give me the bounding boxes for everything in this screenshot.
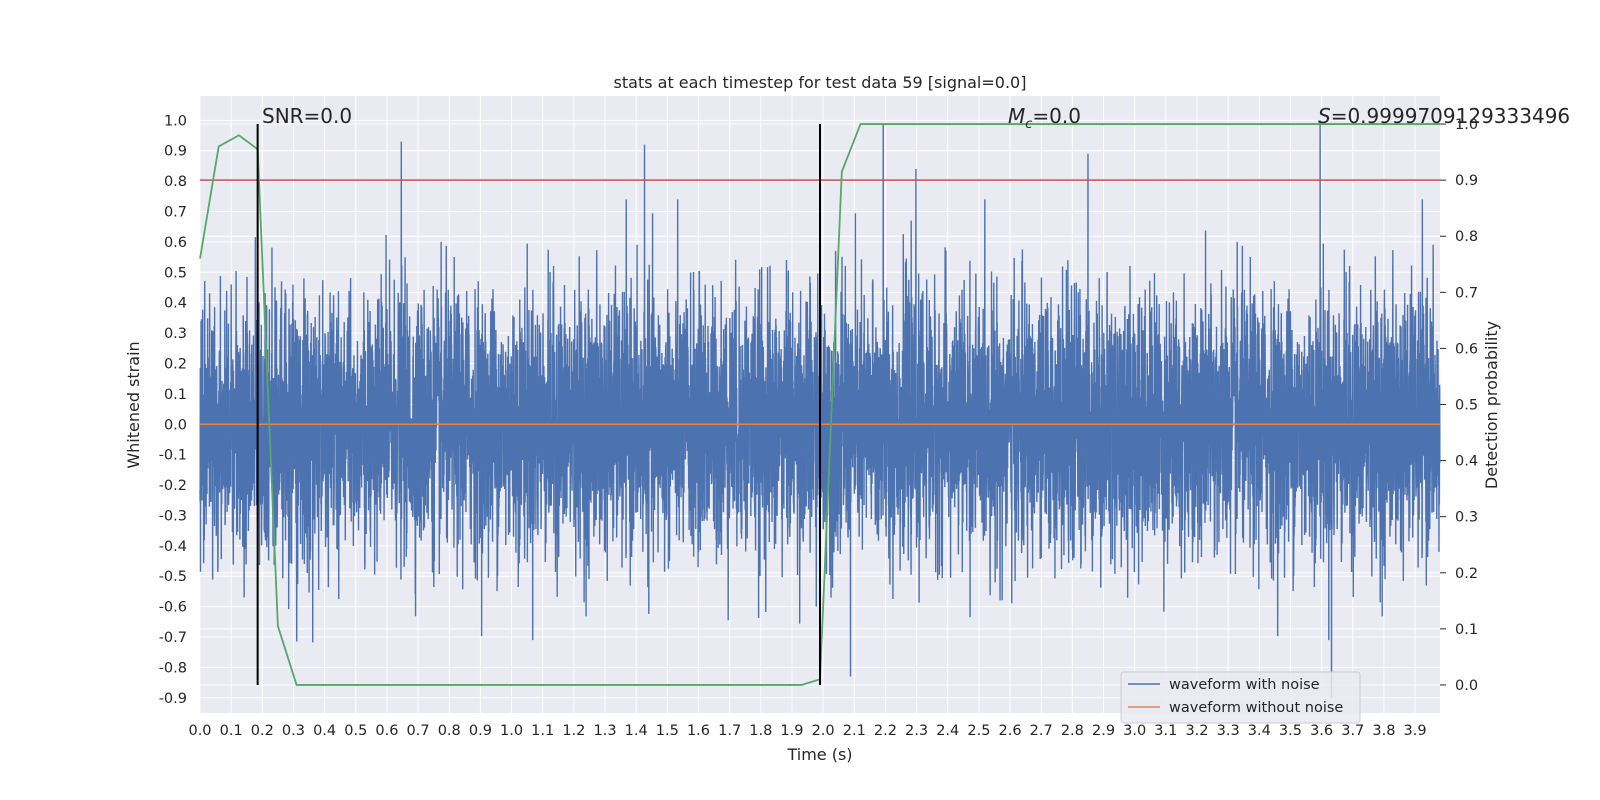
mc-value: =0.0 xyxy=(1032,104,1081,128)
y2-tick-label: 0.0 xyxy=(1455,678,1478,694)
x-tick-label: 3.8 xyxy=(1372,723,1395,739)
x-tick-label: 0.5 xyxy=(344,723,367,739)
y2-tick-labels: 1.0 0.9 0.8 0.7 0.6 0.5 0.4 0.3 0.2 0.1 0.0 xyxy=(1440,117,1478,694)
y-tick-label: 0.1 xyxy=(164,387,187,403)
y-tick-label: -0.5 xyxy=(159,569,187,585)
x-tick-label: 0.4 xyxy=(313,723,336,739)
x-tick-label: 2.4 xyxy=(936,723,959,739)
x-tick-label: 2.5 xyxy=(967,723,990,739)
x-tick-label: 1.0 xyxy=(500,723,523,739)
mc-symbol: M xyxy=(1008,104,1025,128)
y-tick-label: 0.6 xyxy=(164,235,187,251)
x-tick-label: 3.0 xyxy=(1123,723,1146,739)
x-tick-label: 3.6 xyxy=(1310,723,1333,739)
y-tick-label: 1.0 xyxy=(164,113,187,129)
x-tick-label: 1.8 xyxy=(749,723,772,739)
x-tick-label: 3.7 xyxy=(1341,723,1364,739)
y-tick-label: -0.9 xyxy=(159,691,187,707)
x-tick-label: 2.6 xyxy=(999,723,1022,739)
y-tick-label: -0.7 xyxy=(159,630,187,646)
y-tick-label: 0.2 xyxy=(164,356,187,372)
series-detection-probability xyxy=(199,123,1440,686)
y-tick-labels: 1.0 0.9 0.8 0.7 0.6 0.5 0.4 0.3 0.2 0.1 0.0 -0.1 -0.… xyxy=(159,113,187,706)
y2-tick-label: 0.8 xyxy=(1455,229,1478,245)
x-tick-labels: 0.0 0.1 0.2 0.3 0.4 0.5 0.6 0.7 0.8 0.9 1.0 1.1 1.2 1… xyxy=(188,723,1426,739)
y2-tick-label: 0.9 xyxy=(1455,173,1478,189)
y-tick-label: 0.7 xyxy=(164,204,187,220)
x-tick-label: 1.9 xyxy=(780,723,803,739)
y-tick-label: 0.0 xyxy=(164,417,187,433)
y-tick-label: -0.4 xyxy=(159,539,187,555)
s-value: =0.9999709129333496 xyxy=(1331,104,1570,128)
x-tick-label: 1.1 xyxy=(531,723,554,739)
y2-tick-label: 0.1 xyxy=(1455,622,1478,638)
x-tick-label: 2.3 xyxy=(905,723,928,739)
x-tick-label: 0.0 xyxy=(188,723,211,739)
x-tick-label: 1.2 xyxy=(562,723,585,739)
x-tick-label: 1.6 xyxy=(687,723,710,739)
x-tick-label: 1.4 xyxy=(625,723,648,739)
y2-tick-label: 0.2 xyxy=(1455,566,1478,582)
y-tick-label: 0.4 xyxy=(164,296,187,312)
s-annotation: S=0.9999709129333496 xyxy=(1318,104,1570,128)
y2-tick-label: 0.4 xyxy=(1455,454,1478,470)
y2-tick-label: 1.0 xyxy=(1455,117,1478,133)
x-tick-label: 2.7 xyxy=(1030,723,1053,739)
y-axis-label: Whitened strain xyxy=(124,341,143,468)
x-tick-label: 2.1 xyxy=(843,723,866,739)
y-tick-label: 0.9 xyxy=(164,144,187,160)
s-symbol: S xyxy=(1318,104,1331,128)
x-tick-label: 0.6 xyxy=(375,723,398,739)
y2-tick-label: 0.5 xyxy=(1455,398,1478,414)
legend-box xyxy=(1120,671,1361,724)
x-axis-label: Time (s) xyxy=(786,745,852,764)
x-tick-label: 3.4 xyxy=(1248,723,1271,739)
x-tick-label: 0.1 xyxy=(220,723,243,739)
y2-tick-label: 0.7 xyxy=(1455,285,1478,301)
mc-subscript: c xyxy=(1025,117,1032,132)
y-tick-label: -0.6 xyxy=(159,600,187,616)
x-tick-label: 0.3 xyxy=(282,723,305,739)
x-tick-label: 3.2 xyxy=(1185,723,1208,739)
y-tick-label: -0.2 xyxy=(159,478,187,494)
legend-label-noise: waveform with noise xyxy=(1169,677,1320,693)
y-tick-label: 0.5 xyxy=(164,265,187,281)
x-tick-label: 0.2 xyxy=(251,723,274,739)
x-tick-label: 3.5 xyxy=(1279,723,1302,739)
y-tick-label: 0.8 xyxy=(164,174,187,190)
mc-annotation: Mc=0.0 xyxy=(1008,104,1081,132)
x-tick-label: 0.7 xyxy=(407,723,430,739)
x-tick-label: 2.0 xyxy=(812,723,835,739)
x-tick-label: 1.3 xyxy=(593,723,616,739)
x-tick-label: 3.9 xyxy=(1404,723,1427,739)
y2-tick-label: 0.6 xyxy=(1455,341,1478,357)
legend-label-clean: waveform without noise xyxy=(1169,700,1343,716)
x-tick-label: 1.5 xyxy=(656,723,679,739)
y2-axis-label: Detection probability xyxy=(1482,321,1501,489)
x-tick-label: 2.8 xyxy=(1061,723,1084,739)
x-tick-label: 3.1 xyxy=(1154,723,1177,739)
x-tick-label: 1.7 xyxy=(718,723,741,739)
x-tick-label: 0.8 xyxy=(438,723,461,739)
chart-title: stats at each timestep for test data 59 … xyxy=(614,73,1027,92)
overlay-layer xyxy=(199,123,1440,686)
x-tick-label: 2.9 xyxy=(1092,723,1115,739)
y-tick-label: 0.3 xyxy=(164,326,187,342)
y2-tick-label: 0.3 xyxy=(1455,510,1478,526)
x-tick-label: 2.2 xyxy=(874,723,897,739)
y-tick-label: -0.8 xyxy=(159,660,187,676)
x-tick-label: 3.3 xyxy=(1217,723,1240,739)
x-tick-label: 0.9 xyxy=(469,723,492,739)
y-tick-label: -0.1 xyxy=(159,448,187,464)
legend: waveform with noise waveform without noi… xyxy=(1120,671,1361,724)
y-tick-label: -0.3 xyxy=(159,508,187,524)
snr-annotation: SNR=0.0 xyxy=(262,104,352,128)
